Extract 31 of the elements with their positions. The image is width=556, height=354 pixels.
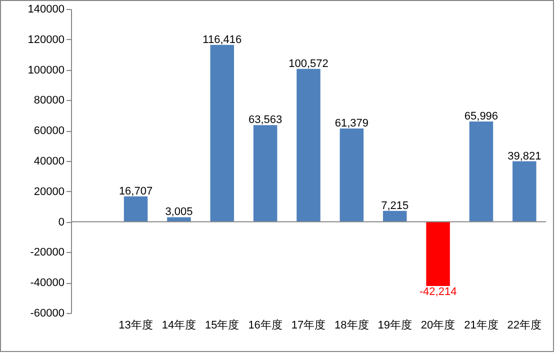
x-tick-label: 15年度	[205, 318, 240, 332]
y-tick-label: 100000	[28, 64, 64, 76]
data-label: 116,416	[202, 34, 242, 46]
y-tick-label: 0	[58, 216, 64, 228]
x-tick-label: 16年度	[248, 318, 282, 332]
x-tick-label: 14年度	[162, 318, 196, 332]
y-tick-label: 120000	[28, 34, 64, 46]
data-label: 65,996	[464, 110, 498, 122]
y-tick-label: 80000	[34, 94, 64, 107]
x-tick-label: 18年度	[334, 318, 369, 332]
y-tick-label: -40000	[30, 277, 64, 290]
data-label: 39,821	[508, 150, 542, 162]
y-tick-label: -20000	[30, 246, 64, 259]
x-tick-label: 13年度	[118, 318, 153, 332]
y-tick-label: -60000	[30, 308, 64, 320]
x-tick-label: 20年度	[420, 318, 456, 332]
data-label: 100,572	[288, 58, 328, 70]
data-label: -42,214	[419, 286, 457, 298]
y-tick-label: 40000	[34, 156, 64, 168]
x-tick-label: 19年度	[378, 318, 412, 332]
y-tick-label: 20000	[34, 186, 64, 198]
x-tick-label: 22年度	[507, 318, 542, 332]
data-label: 63,563	[248, 114, 282, 126]
y-tick-label: 60000	[34, 125, 64, 138]
data-label: 7,215	[381, 200, 409, 212]
data-label: 61,379	[334, 118, 369, 130]
y-tick-label: 140000	[28, 4, 64, 16]
data-label: 3,005	[165, 206, 193, 218]
x-tick-label: 17年度	[291, 318, 326, 332]
x-tick-label: 21年度	[464, 318, 498, 332]
data-label: 16,707	[118, 185, 153, 198]
